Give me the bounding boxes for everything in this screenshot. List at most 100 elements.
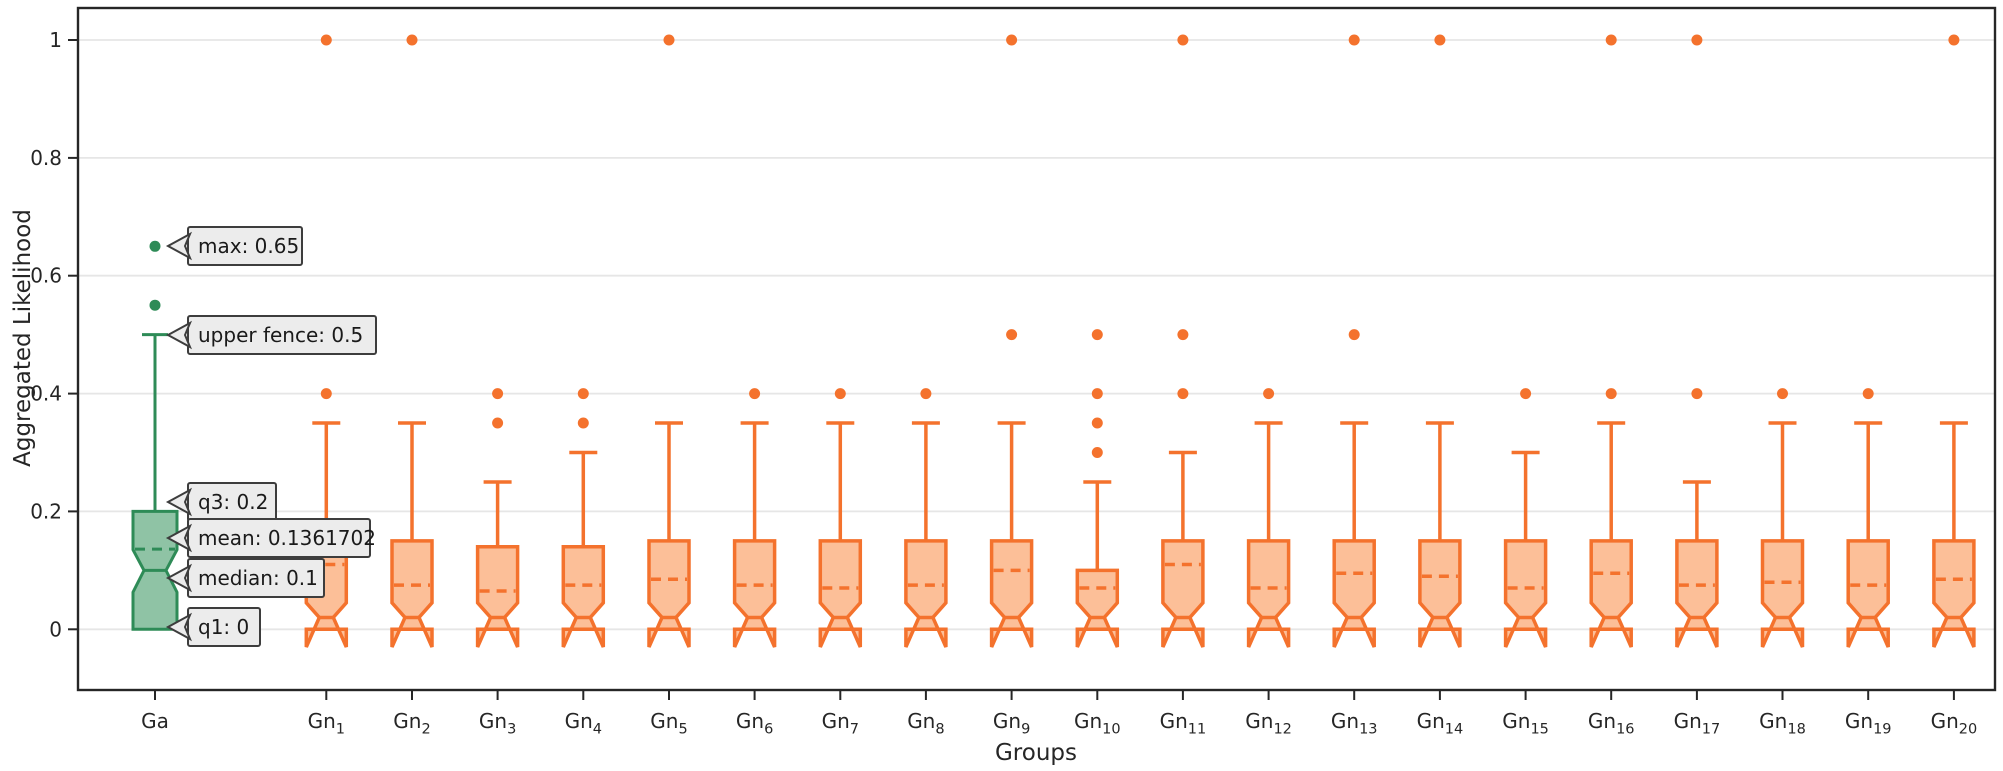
x-tick-label: Gn15 bbox=[1502, 709, 1549, 738]
outlier-dot bbox=[834, 388, 846, 400]
notched-box bbox=[989, 539, 1034, 648]
outlier-dot bbox=[577, 417, 589, 429]
y-tick-label: 0.4 bbox=[30, 382, 62, 406]
outlier-dot bbox=[1091, 447, 1103, 458]
box-group-Gn18 bbox=[1760, 388, 1805, 648]
x-axis-title: Groups bbox=[995, 740, 1077, 766]
outlier-dot bbox=[577, 388, 589, 400]
y-tick-label: 0.6 bbox=[30, 264, 62, 288]
notched-box bbox=[561, 545, 606, 648]
box-group-Ga bbox=[131, 240, 179, 631]
outlier-dot bbox=[1091, 388, 1103, 400]
box-group-Gn10 bbox=[1075, 329, 1120, 648]
box-group-Gn9 bbox=[989, 34, 1034, 648]
box-group-Gn15 bbox=[1503, 388, 1548, 648]
outlier-dot bbox=[1263, 388, 1275, 400]
box-group-Gn12 bbox=[1246, 388, 1291, 648]
outlier-dot bbox=[1862, 388, 1874, 400]
annotation-text: max: 0.65 bbox=[198, 234, 299, 258]
y-tick-label: 1 bbox=[49, 28, 62, 52]
annotation-box bbox=[187, 226, 303, 266]
outlier-dot bbox=[1691, 388, 1703, 400]
outlier-dot bbox=[320, 388, 332, 400]
box-group-Gn4 bbox=[561, 388, 606, 648]
annotation-callout: mean: 0.1361702 bbox=[165, 518, 376, 558]
outlier-dot bbox=[1177, 34, 1189, 46]
notched-box bbox=[1589, 539, 1633, 648]
outlier-dot bbox=[1006, 34, 1018, 46]
annotation-pointer-icon bbox=[165, 523, 193, 553]
plot-border bbox=[76, 6, 1997, 692]
notched-box bbox=[732, 539, 777, 648]
outlier-dot bbox=[406, 34, 418, 46]
outlier-dot bbox=[1520, 388, 1532, 400]
box-group-Gn16 bbox=[1589, 34, 1633, 648]
outlier-dot bbox=[1177, 388, 1189, 400]
notched-box bbox=[1846, 539, 1890, 648]
annotation-callout: q3: 0.2 bbox=[165, 482, 277, 522]
y-tick-label: 0 bbox=[49, 617, 62, 641]
notched-box bbox=[390, 539, 434, 648]
annotation-callout: max: 0.65 bbox=[165, 226, 303, 266]
notched-box bbox=[1675, 539, 1719, 648]
outlier-dot bbox=[663, 34, 675, 46]
box-group-Gn11 bbox=[1161, 34, 1205, 648]
outlier-dot bbox=[1434, 34, 1446, 46]
outlier-dot bbox=[920, 388, 932, 400]
box-group-Gn3 bbox=[475, 388, 520, 648]
annotation-box bbox=[187, 558, 325, 598]
outlier-dot bbox=[1777, 388, 1788, 400]
annotation-pointer-icon bbox=[165, 231, 193, 261]
notched-box bbox=[1161, 539, 1205, 648]
notched-box bbox=[475, 545, 520, 648]
box-group-Gn2 bbox=[390, 34, 434, 648]
outlier-dot bbox=[1348, 34, 1360, 46]
y-tick-label: 0.2 bbox=[30, 499, 62, 523]
outlier-dot bbox=[1006, 329, 1018, 341]
stat-annotations: max: 0.65 upper fence: 0.5 q3: 0.2 mean: 0.… bbox=[165, 226, 377, 647]
outlier-dot bbox=[1091, 329, 1103, 341]
annotation-text: mean: 0.1361702 bbox=[198, 526, 376, 550]
box-group-Gn17 bbox=[1675, 34, 1719, 648]
notched-box bbox=[1932, 539, 1976, 648]
annotation-callout: q1: 0 bbox=[165, 607, 261, 647]
outlier-dot bbox=[149, 299, 161, 311]
annotation-text: upper fence: 0.5 bbox=[198, 323, 363, 347]
outlier-dot bbox=[1091, 417, 1103, 429]
y-axis-title: Aggregated Likelihood bbox=[10, 209, 36, 467]
outlier-dot bbox=[1348, 329, 1360, 341]
box-group-Gn13 bbox=[1332, 34, 1376, 648]
outlier-dot bbox=[1605, 34, 1617, 46]
outlier-dot bbox=[1177, 329, 1189, 341]
box-group-Gn20 bbox=[1932, 34, 1976, 648]
box-group-Gn6 bbox=[732, 388, 777, 648]
notched-box bbox=[647, 539, 691, 648]
x-tick-label: Ga bbox=[141, 709, 169, 733]
annotation-pointer-icon bbox=[165, 563, 193, 593]
outlier-dot bbox=[492, 417, 504, 429]
box-group-Gn8 bbox=[904, 388, 948, 648]
outlier-dot bbox=[492, 388, 504, 400]
outlier-dot bbox=[149, 240, 161, 252]
box-whisker-marks bbox=[131, 34, 1976, 648]
annotation-pointer-icon bbox=[165, 320, 193, 350]
outlier-dot bbox=[1948, 34, 1960, 46]
notched-box bbox=[1332, 539, 1376, 648]
notched-box bbox=[1760, 539, 1805, 648]
box-group-Gn7 bbox=[818, 388, 863, 648]
box-group-Gn14 bbox=[1418, 34, 1462, 648]
outlier-dot bbox=[749, 388, 761, 400]
annotation-callout: upper fence: 0.5 bbox=[165, 315, 377, 355]
annotation-text: q1: 0 bbox=[198, 615, 249, 639]
outlier-dot bbox=[1691, 34, 1703, 46]
annotation-text: median: 0.1 bbox=[198, 566, 318, 590]
annotation-callout: median: 0.1 bbox=[165, 558, 325, 598]
outlier-dot bbox=[1605, 388, 1617, 400]
box-group-Gn19 bbox=[1846, 388, 1890, 648]
annotation-box bbox=[187, 518, 371, 558]
y-tick-label: 0.8 bbox=[30, 146, 62, 170]
notched-box bbox=[1246, 539, 1291, 648]
